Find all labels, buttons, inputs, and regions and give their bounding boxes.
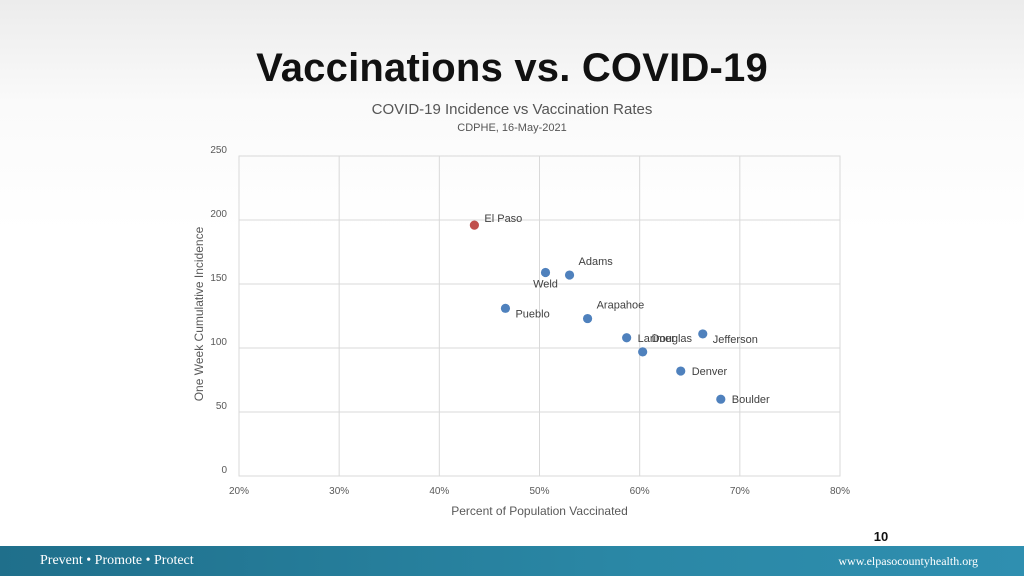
y-tick-label: 50 [216,401,228,412]
data-point-douglas [638,347,648,357]
data-point-jefferson [698,329,708,339]
data-label-larimer: Larimer [638,333,676,345]
data-point-pueblo [500,303,511,313]
x-tick-label: 40% [429,486,449,497]
point-labels: El Paso Weld Adams Pueblo Arapahoe LarimerDou… [484,213,770,406]
x-tick-label: 50% [529,486,549,497]
y-tick-label: 150 [210,273,227,284]
data-point-weld [540,267,551,278]
data-label-el-paso: El Paso [484,213,522,225]
chart-subtitle: CDPHE, 16-May-2021 [457,122,567,134]
data-point-arapahoe [582,313,593,324]
chart-title: COVID-19 Incidence vs Vaccination Rates [371,101,653,118]
y-tick-label: 200 [210,209,227,220]
data-label-adams: Adams [579,256,614,268]
y-tick-label: 250 [210,145,227,156]
y-axis-title: One Week Cumulative Incidence [192,226,206,401]
data-label-denver: Denver [692,366,728,378]
data-point-larimer [622,333,632,343]
x-tick-label: 70% [730,486,750,497]
data-label-jefferson: Jefferson [713,334,758,346]
data-label-pueblo: Pueblo [515,308,549,320]
x-tick-label: 80% [830,486,850,497]
footer-tagline: Prevent • Promote • Protect [40,553,194,568]
data-label-weld: Weld [533,278,558,290]
y-axis-ticks: 0 50 100 150 200 250 [210,145,227,476]
data-label-douglas: Douglas [652,333,693,345]
y-tick-label: 100 [210,337,227,348]
slide-title: Vaccinations vs. COVID-19 [256,46,768,90]
x-tick-label: 20% [229,486,249,497]
chart-grid [238,155,841,477]
scatter-chart: 0 50 100 150 200 250 20% 30% 40% 50% 60% 70% 80% El… [192,145,850,518]
y-tick-label: 0 [221,465,227,476]
data-label-arapahoe: Arapahoe [597,300,645,312]
x-tick-label: 60% [630,486,650,497]
data-point-el-paso [469,220,479,230]
data-points [469,220,726,404]
footer-bar: Prevent • Promote • Protect www.elpasoco… [0,546,1024,576]
footer-website[interactable]: www.elpasocountyhealth.org [838,554,978,568]
data-point-adams [564,270,575,280]
data-point-denver [676,366,686,376]
page-number: 10 [873,529,889,544]
x-tick-label: 30% [329,486,349,497]
data-point-boulder [716,394,726,404]
data-label-boulder: Boulder [732,394,770,406]
x-axis-ticks: 20% 30% 40% 50% 60% 70% 80% [229,486,850,497]
x-axis-title: Percent of Population Vaccinated [451,504,628,518]
